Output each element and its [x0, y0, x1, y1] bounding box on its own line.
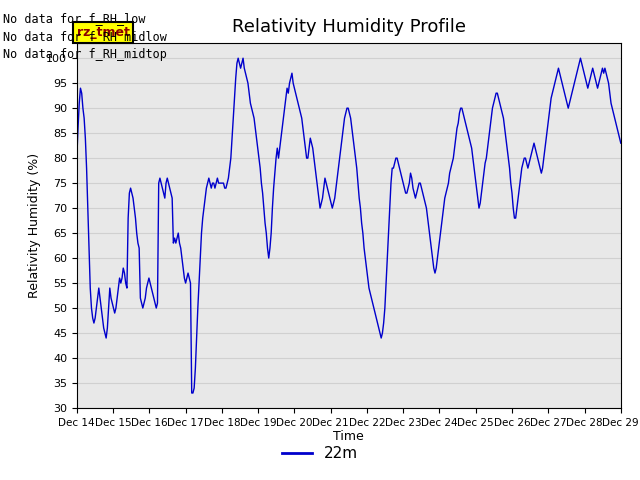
Legend: 22m: 22m [275, 440, 365, 468]
Text: rz_tmet: rz_tmet [77, 26, 130, 39]
X-axis label: Time: Time [333, 431, 364, 444]
Y-axis label: Relativity Humidity (%): Relativity Humidity (%) [28, 153, 40, 298]
Text: No data for f_RH_midtop: No data for f_RH_midtop [3, 48, 167, 61]
Text: No data for f_RH_midlow: No data for f_RH_midlow [3, 30, 167, 43]
Text: No data for f_RH_low: No data for f_RH_low [3, 12, 146, 25]
Title: Relativity Humidity Profile: Relativity Humidity Profile [232, 18, 466, 36]
